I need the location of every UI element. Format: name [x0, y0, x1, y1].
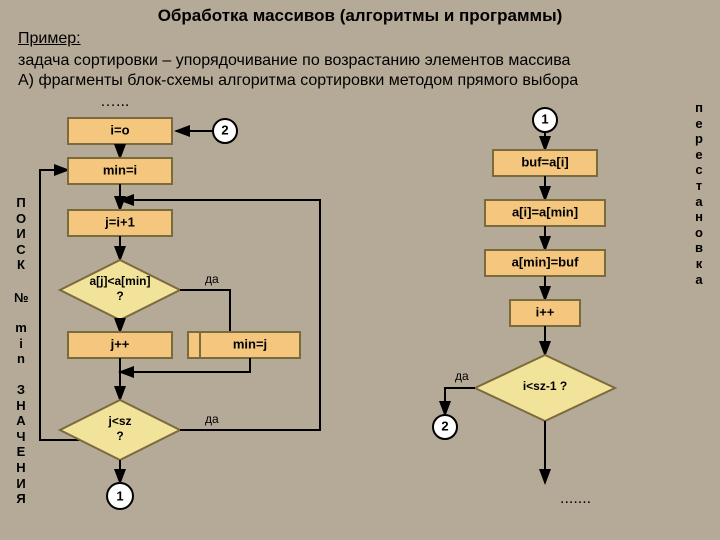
left-r4: j++: [110, 336, 130, 351]
svg-text:да: да: [455, 369, 469, 383]
flowchart-svg: i=o 2 min=i j=i+1 a[j]<a[min] ? да j++ m…: [0, 0, 720, 540]
left-r1: i=o: [110, 122, 129, 137]
svg-text:да: да: [205, 272, 219, 286]
svg-text:?: ?: [116, 289, 123, 303]
left-c1: 1: [116, 488, 123, 503]
left-c2: 2: [221, 122, 228, 137]
left-r5: min=j: [233, 336, 267, 351]
svg-text:i<sz-1 ?: i<sz-1 ?: [523, 379, 567, 393]
right-c1: 1: [541, 111, 548, 126]
right-r3: a[min]=buf: [512, 254, 579, 269]
svg-text:?: ?: [116, 429, 123, 443]
svg-text:j<sz: j<sz: [107, 414, 131, 428]
left-r3: j=i+1: [104, 214, 135, 229]
right-c2: 2: [441, 418, 448, 433]
left-r2: min=i: [103, 162, 137, 177]
right-r1: buf=a[i]: [521, 154, 568, 169]
right-r4: i++: [536, 304, 555, 319]
svg-text:a[j]<a[min]: a[j]<a[min]: [89, 274, 150, 288]
svg-text:да: да: [205, 412, 219, 426]
right-r2: a[i]=a[min]: [512, 204, 578, 219]
